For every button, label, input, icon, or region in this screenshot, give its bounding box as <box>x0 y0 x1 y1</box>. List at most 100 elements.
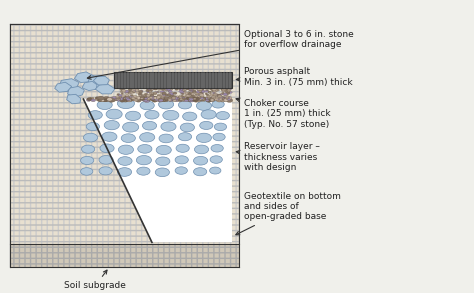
Circle shape <box>215 97 221 101</box>
Circle shape <box>156 96 161 98</box>
Circle shape <box>169 88 173 90</box>
Circle shape <box>213 87 217 89</box>
Circle shape <box>125 92 127 93</box>
Circle shape <box>138 90 143 93</box>
Circle shape <box>207 97 213 101</box>
Circle shape <box>215 94 219 96</box>
Circle shape <box>198 95 201 97</box>
Circle shape <box>205 91 208 93</box>
Circle shape <box>144 97 147 99</box>
Circle shape <box>105 99 109 101</box>
Circle shape <box>224 99 227 100</box>
Circle shape <box>124 90 129 93</box>
Polygon shape <box>55 82 72 92</box>
Circle shape <box>117 93 120 95</box>
Circle shape <box>193 98 196 100</box>
Circle shape <box>121 96 127 100</box>
Circle shape <box>200 93 203 95</box>
Circle shape <box>165 87 169 89</box>
Circle shape <box>102 98 108 101</box>
Circle shape <box>155 168 169 177</box>
Circle shape <box>146 95 150 97</box>
Circle shape <box>182 92 186 94</box>
Circle shape <box>191 96 196 100</box>
Circle shape <box>216 98 220 100</box>
Circle shape <box>182 112 197 121</box>
Circle shape <box>168 91 170 92</box>
Circle shape <box>162 94 166 97</box>
Circle shape <box>210 156 222 163</box>
Circle shape <box>144 93 148 96</box>
Circle shape <box>193 156 208 165</box>
Circle shape <box>166 88 168 89</box>
Circle shape <box>173 97 179 101</box>
Circle shape <box>159 96 164 98</box>
Circle shape <box>164 96 166 98</box>
Circle shape <box>219 98 222 100</box>
Circle shape <box>143 98 147 101</box>
Circle shape <box>171 95 174 97</box>
Circle shape <box>104 99 109 102</box>
Circle shape <box>220 97 223 99</box>
Circle shape <box>129 91 132 92</box>
Circle shape <box>175 96 182 100</box>
Circle shape <box>149 96 154 99</box>
Circle shape <box>191 99 195 101</box>
Circle shape <box>100 98 105 101</box>
Circle shape <box>175 156 188 164</box>
Circle shape <box>212 90 217 93</box>
Circle shape <box>163 98 166 100</box>
Circle shape <box>169 99 173 101</box>
Circle shape <box>205 93 207 94</box>
Circle shape <box>184 91 186 92</box>
Circle shape <box>210 87 214 90</box>
Circle shape <box>169 93 173 95</box>
Circle shape <box>161 99 165 102</box>
Circle shape <box>205 87 209 89</box>
Circle shape <box>123 122 139 132</box>
Circle shape <box>220 94 222 95</box>
Circle shape <box>143 121 156 130</box>
Circle shape <box>208 98 214 101</box>
Circle shape <box>153 87 158 90</box>
Circle shape <box>146 90 149 92</box>
Circle shape <box>118 98 122 100</box>
Circle shape <box>180 95 183 97</box>
Circle shape <box>110 98 115 101</box>
Circle shape <box>175 99 179 101</box>
Circle shape <box>201 88 204 90</box>
Circle shape <box>86 98 91 101</box>
Circle shape <box>121 99 125 101</box>
Circle shape <box>227 96 232 99</box>
Circle shape <box>110 99 115 102</box>
Circle shape <box>145 98 148 100</box>
Circle shape <box>142 94 145 96</box>
Circle shape <box>167 94 171 96</box>
Circle shape <box>168 90 172 93</box>
Circle shape <box>159 87 164 90</box>
Circle shape <box>186 94 191 97</box>
Circle shape <box>122 90 125 92</box>
Circle shape <box>184 97 187 99</box>
Circle shape <box>218 95 222 98</box>
Circle shape <box>192 98 197 101</box>
Circle shape <box>206 99 211 102</box>
Circle shape <box>193 168 207 176</box>
Circle shape <box>160 92 162 93</box>
Circle shape <box>153 92 157 94</box>
Circle shape <box>175 87 178 89</box>
Circle shape <box>147 96 150 98</box>
Circle shape <box>206 94 209 96</box>
Circle shape <box>135 89 139 91</box>
Circle shape <box>144 96 147 97</box>
Circle shape <box>107 98 112 101</box>
Circle shape <box>146 97 148 98</box>
Circle shape <box>86 122 100 131</box>
Circle shape <box>190 91 193 94</box>
Circle shape <box>88 98 92 100</box>
Circle shape <box>189 99 194 102</box>
Circle shape <box>162 88 165 91</box>
Circle shape <box>189 98 192 99</box>
Circle shape <box>172 97 176 99</box>
Circle shape <box>191 95 195 97</box>
